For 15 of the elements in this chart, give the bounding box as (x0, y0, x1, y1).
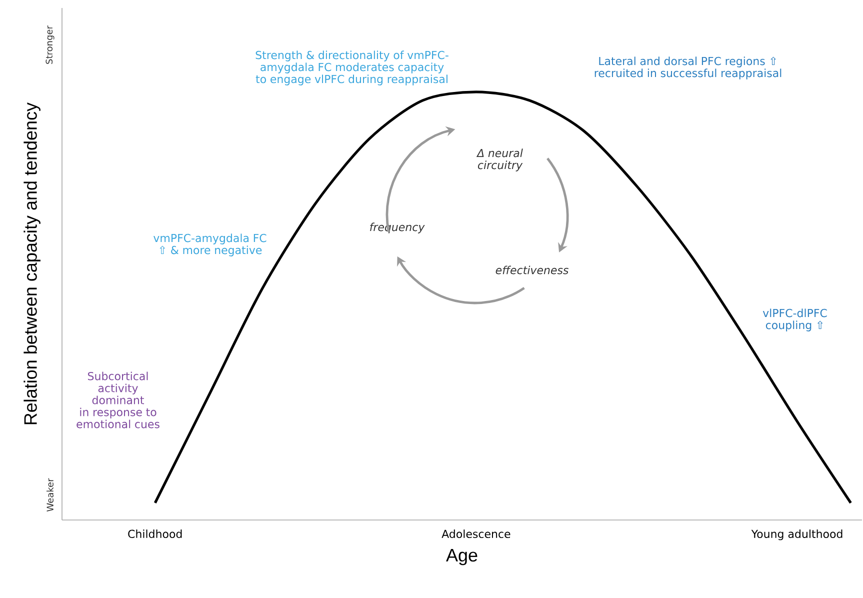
annotation: vlPFC-dlPFC coupling ⇧ (762, 308, 827, 332)
text: Weaker (46, 478, 54, 512)
annotation: Subcortical activity dominant in response to emotional cues (76, 372, 160, 428)
text: Lateral and dorsal PFC regions ⇧ recruited in successful reappraisal (594, 56, 782, 80)
x-axis-title: Age (446, 549, 478, 566)
text: Strength & directionality of vmPFC-amygdala FC moderates capacity to engage vlPFC during reappraisal (256, 50, 448, 86)
annotation: Δ neural circuitry (476, 148, 523, 172)
x-tick-label: Young adulthood (751, 530, 842, 540)
y-axis-title: Relation between capacity and tendency (24, 102, 40, 424)
x-tick-label: Adolescence (442, 530, 510, 538)
x-tick-label: Childhood (128, 530, 182, 538)
text: Stronger (46, 26, 54, 64)
annotation: vmPFC-amygdala FC ⇧ & more negative (154, 234, 266, 256)
annotation: frequency (370, 222, 425, 234)
annotation: effectiveness (496, 266, 568, 274)
